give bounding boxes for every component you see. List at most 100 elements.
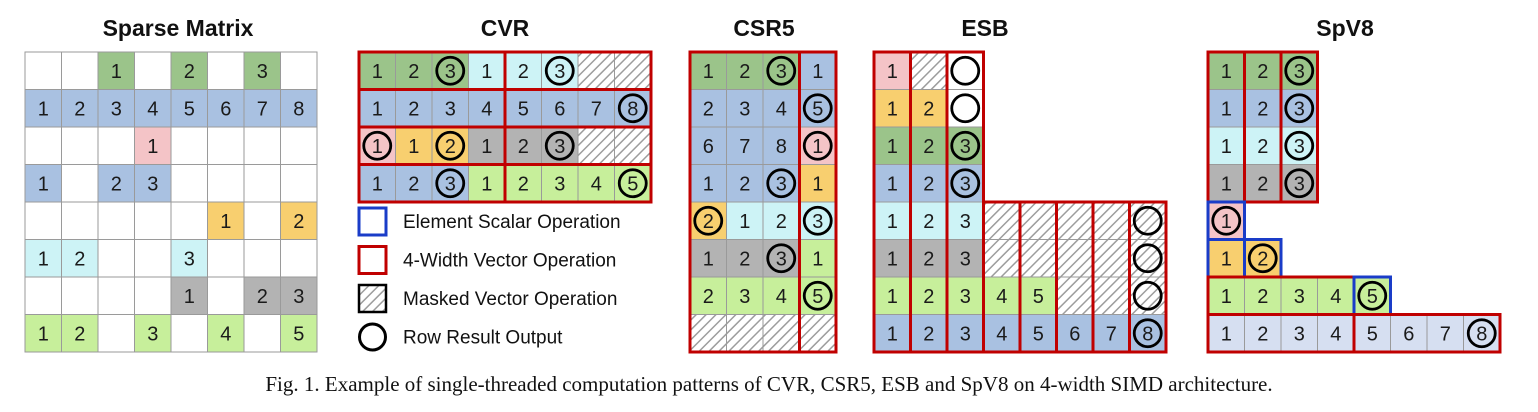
csr5-cell-masked — [762, 314, 800, 353]
cvr-cell — [504, 164, 542, 203]
spv8-cell-value: 3 — [1294, 173, 1305, 195]
esb-cell-value: 1 — [887, 248, 898, 270]
spv8-cell-value: 7 — [1440, 323, 1451, 345]
esb-cell-masked — [1019, 239, 1057, 278]
csr5-cell-value: 2 — [703, 211, 714, 233]
sparse-matrix-cell — [243, 314, 281, 353]
sparse-matrix-cell-value: 1 — [38, 323, 49, 345]
spv8-cell-value: 4 — [1330, 286, 1341, 308]
spv8-cell-value: 1 — [1221, 61, 1232, 83]
sparse-matrix-cell-value: 3 — [147, 173, 158, 195]
csr5-cell — [689, 126, 727, 165]
csr5-cell-value: 1 — [703, 61, 714, 83]
esb-cell-output-circle — [1132, 318, 1163, 349]
esb-cell-output-circle — [1132, 280, 1163, 311]
esb-cell — [910, 276, 948, 315]
esb-cell-value: 1 — [887, 211, 898, 233]
cvr-cell-value: 1 — [481, 173, 492, 195]
spv8-cell-value: 4 — [1330, 323, 1341, 345]
esb-cell-value: 5 — [1033, 286, 1044, 308]
esb-cell-value: 2 — [923, 248, 934, 270]
spv8-cell — [1244, 276, 1282, 315]
esb-cell-value: 2 — [923, 136, 934, 158]
esb-cell-value: 8 — [1142, 323, 1153, 345]
cvr-cell-output-circle — [544, 55, 575, 86]
spv8-cell-output-circle — [1284, 93, 1315, 124]
sparse-matrix-cell — [280, 276, 318, 315]
esb-cell — [983, 314, 1021, 353]
csr5-title: CSR5 — [733, 15, 795, 41]
cvr-cell-value: 1 — [408, 136, 419, 158]
spv8-cell-output-circle — [1284, 55, 1315, 86]
sparse-matrix-cell — [97, 314, 135, 353]
esb-cell-masked — [1092, 239, 1130, 278]
esb-cell-output-circle — [950, 130, 981, 161]
sparse-matrix-cell — [97, 276, 135, 315]
spv8-cell — [1244, 126, 1282, 165]
sparse-matrix-cell — [97, 126, 135, 165]
cvr-cell-value: 2 — [518, 61, 529, 83]
esb-cell-output-circle — [950, 168, 981, 199]
csr5-cell-output-circle — [766, 55, 797, 86]
sparse-matrix-cell — [97, 164, 135, 203]
sparse-matrix-cell — [24, 276, 62, 315]
cvr-cell — [358, 164, 396, 203]
csr5-cell — [689, 51, 727, 90]
cvr-cell-output-circle — [617, 168, 648, 199]
cvr-cell-output-circle — [435, 168, 466, 199]
legend: Element Scalar Operation 4-Width Vector O… — [357, 206, 621, 352]
spv8-cell-value: 2 — [1257, 98, 1268, 120]
cvr-cell-value: 5 — [518, 98, 529, 120]
cvr-cell-masked — [614, 51, 652, 90]
sparse-matrix-cell-value: 2 — [74, 98, 85, 120]
esb-cell — [910, 201, 948, 240]
esb-cell-value: 5 — [1033, 323, 1044, 345]
csr5-cell-masked — [726, 314, 764, 353]
sparse-matrix-cell — [280, 126, 318, 165]
cvr-cell-value: 4 — [481, 98, 492, 120]
spv8-cell-output-circle — [1247, 243, 1278, 274]
sparse-matrix-cell — [243, 126, 281, 165]
spv8-title: SpV8 — [1316, 15, 1374, 41]
csr5-cell-value: 3 — [812, 211, 823, 233]
sparse-matrix-cell — [170, 201, 208, 240]
esb-cell — [910, 239, 948, 278]
csr5-cell-value: 2 — [739, 248, 750, 270]
sparse-matrix-cell — [24, 126, 62, 165]
sparse-matrix-cell — [170, 314, 208, 353]
cvr-cell-value: 2 — [408, 173, 419, 195]
csr5-cell-value: 1 — [812, 136, 823, 158]
sparse-matrix-cell — [24, 201, 62, 240]
spv8-cell — [1390, 314, 1428, 353]
sparse-matrix-cell — [134, 276, 172, 315]
esb-cell — [983, 276, 1021, 315]
sparse-matrix-cell — [207, 164, 245, 203]
sparse-matrix-cell-value: 8 — [293, 98, 304, 120]
legend-output-swatch — [358, 322, 387, 352]
csr5-cell-value: 2 — [739, 173, 750, 195]
spv8-cell-value: 6 — [1403, 323, 1414, 345]
csr5-cell-value: 2 — [776, 211, 787, 233]
csr5-cell-value: 1 — [739, 211, 750, 233]
legend-label: Element Scalar Operation — [403, 212, 621, 233]
legend-scalar-swatch — [357, 206, 388, 237]
csr5-cell-value: 6 — [703, 136, 714, 158]
cvr-title: CVR — [481, 15, 530, 41]
cvr-cell — [395, 164, 433, 203]
sparse-matrix-cell-value: 1 — [38, 248, 49, 270]
csr5-cell-value: 1 — [812, 173, 823, 195]
esb-cell-output-circle — [950, 55, 981, 86]
sparse-matrix-cell — [280, 89, 318, 128]
spv8-cell-output-circle — [1284, 168, 1315, 199]
sparse-matrix-cell — [243, 239, 281, 278]
sparse-matrix-cell — [170, 126, 208, 165]
spv8-cell-value: 1 — [1221, 323, 1232, 345]
sparse-matrix-cell-value: 1 — [111, 61, 122, 83]
sparse-matrix-cell — [243, 201, 281, 240]
csr5-cell — [726, 239, 764, 278]
csr5-cell-masked — [689, 314, 727, 353]
sparse-matrix-cell-value: 1 — [184, 286, 195, 308]
esb-cell — [1019, 314, 1057, 353]
spv8-cell-value: 5 — [1367, 323, 1378, 345]
cvr-cell-value: 3 — [554, 61, 565, 83]
